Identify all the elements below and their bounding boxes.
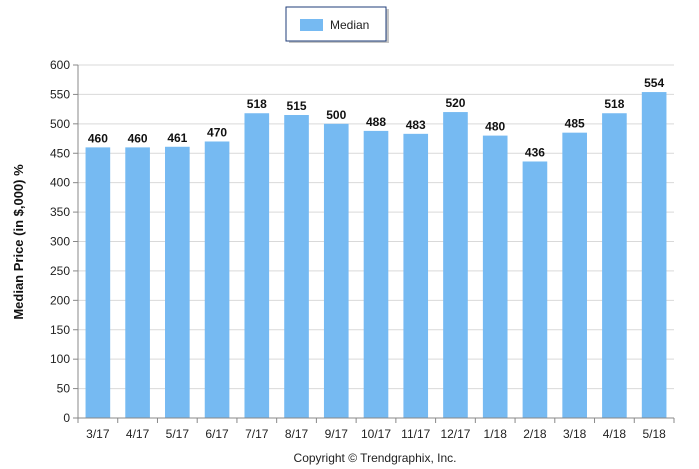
x-tick-label: 10/17 — [361, 427, 391, 441]
bar — [522, 161, 548, 418]
bar — [85, 147, 111, 418]
y-axis-title: Median Price (in $,000) % — [11, 164, 26, 320]
data-label: 515 — [287, 99, 307, 113]
x-tick-label: 4/17 — [126, 427, 150, 441]
data-label: 518 — [604, 97, 624, 111]
x-tick-label: 5/18 — [642, 427, 666, 441]
y-tick-label: 600 — [50, 58, 70, 72]
bar — [125, 147, 150, 418]
data-label: 480 — [485, 120, 505, 134]
data-label: 461 — [167, 131, 187, 145]
x-tick-label: 1/18 — [484, 427, 508, 441]
bar — [443, 112, 468, 419]
legend-label: Median — [330, 18, 369, 32]
x-tick-label: 3/18 — [563, 427, 587, 441]
y-tick-label: 100 — [50, 352, 70, 366]
legend: Median — [285, 6, 389, 43]
data-label: 436 — [525, 145, 545, 159]
x-tick-label: 9/17 — [325, 427, 349, 441]
y-tick-label: 350 — [50, 205, 70, 219]
bars: 460 460 461 470 518 515 500 488 483 520 480 436 485 5… — [85, 76, 667, 419]
bar — [482, 135, 508, 418]
copyright-caption: Copyright © Trendgraphix, Inc. — [294, 451, 457, 465]
x-tick-label: 6/17 — [205, 427, 229, 441]
y-tick-label: 500 — [50, 117, 70, 131]
y-axis: 0 50 100 150 200 250 300 350 400 450 500 550 600 — [50, 58, 79, 425]
data-label: 488 — [366, 115, 386, 129]
y-tick-label: 300 — [50, 235, 70, 249]
bar — [284, 115, 309, 418]
x-tick-label: 5/17 — [166, 427, 190, 441]
y-tick-label: 550 — [50, 87, 70, 101]
x-tick-label: 7/17 — [245, 427, 269, 441]
bar — [244, 113, 270, 418]
bar — [602, 113, 627, 418]
x-tick-label: 4/18 — [603, 427, 627, 441]
x-tick-label: 12/17 — [440, 427, 470, 441]
bar — [403, 133, 429, 418]
x-tick-label: 8/17 — [285, 427, 309, 441]
y-tick-label: 50 — [57, 382, 71, 396]
bar — [562, 132, 587, 419]
x-axis: 3/17 4/17 5/17 6/17 7/17 8/17 9/17 10/17 11/17 12… — [77, 417, 675, 441]
data-label: 518 — [247, 97, 267, 111]
x-tick-label: 11/17 — [401, 427, 430, 441]
bar — [204, 141, 230, 418]
data-label: 520 — [445, 96, 465, 110]
x-tick-label: 3/17 — [86, 427, 110, 441]
x-tick-label: 2/18 — [523, 427, 547, 441]
y-tick-label: 0 — [63, 411, 70, 425]
data-label: 460 — [88, 131, 108, 145]
bar — [323, 123, 349, 418]
legend-swatch — [300, 19, 323, 31]
data-label: 470 — [207, 125, 227, 139]
data-label: 485 — [565, 117, 585, 131]
bar — [165, 146, 190, 419]
data-label: 554 — [644, 76, 664, 90]
data-label: 483 — [406, 118, 426, 132]
data-label: 500 — [326, 108, 346, 122]
bar — [641, 92, 667, 419]
data-label: 460 — [128, 131, 148, 145]
y-tick-label: 150 — [50, 323, 70, 337]
y-tick-label: 450 — [50, 146, 70, 160]
y-tick-label: 400 — [50, 176, 70, 190]
bar — [363, 130, 389, 419]
y-tick-label: 250 — [50, 264, 70, 278]
y-tick-label: 200 — [50, 293, 70, 307]
